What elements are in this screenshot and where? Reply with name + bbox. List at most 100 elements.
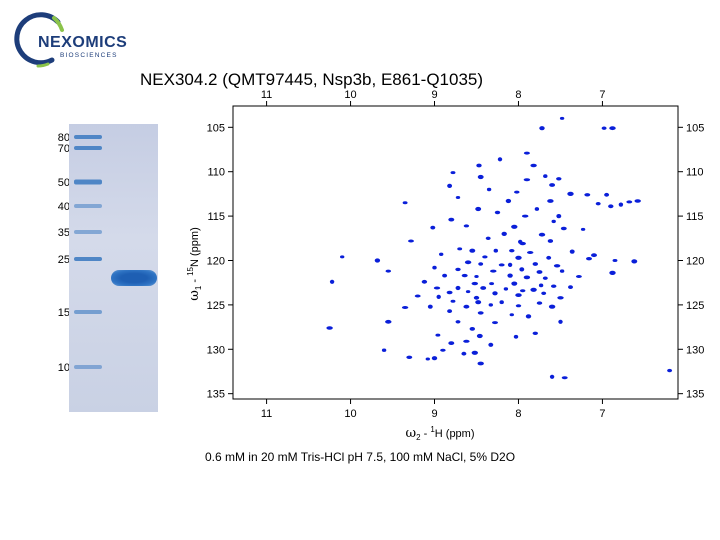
hsqc-peak [475, 206, 482, 212]
hsqc-peak [447, 183, 453, 188]
hsqc-peak [455, 285, 461, 291]
hsqc-peak [469, 248, 476, 253]
logo-brand-text: NEXOMICS [38, 34, 128, 51]
hsqc-peak [448, 217, 455, 222]
hsqc-peak [549, 374, 555, 379]
x-tick-label-top: 9 [431, 89, 437, 101]
y-tick-label-right: 115 [686, 211, 704, 223]
hsqc-peak [553, 264, 561, 268]
hsqc-peak [471, 281, 478, 286]
hsqc-peak [525, 314, 532, 319]
y-tick-label-left: 125 [207, 300, 225, 312]
x-tick-label-bottom: 10 [344, 408, 356, 420]
axis-ticks [228, 101, 683, 404]
hsqc-peak [556, 177, 562, 181]
hsqc-peak [432, 265, 437, 270]
y-tick-label-right: 105 [686, 122, 704, 134]
hsqc-peak [509, 249, 515, 253]
hsqc-peak [575, 275, 582, 278]
plot-frame [232, 105, 679, 400]
hsqc-peak [549, 183, 556, 187]
hsqc-peak [523, 275, 531, 280]
ladder-band [74, 179, 102, 185]
hsqc-peak [498, 263, 505, 267]
hsqc-peak [546, 255, 552, 260]
hsqc-peak [430, 225, 436, 230]
hsqc-peak [461, 273, 468, 278]
mw-label: 40 [57, 201, 70, 213]
hsqc-peak [465, 290, 471, 294]
hsqc-peak [480, 286, 487, 290]
ladder-band [74, 135, 102, 139]
hsqc-peak [536, 270, 543, 274]
mw-label: 10 [57, 362, 70, 374]
hsqc-peak [532, 331, 538, 335]
hsqc-peak [523, 178, 531, 182]
hsqc-peak [401, 306, 409, 309]
hsqc-peak [461, 351, 467, 356]
mw-label: 70 [57, 143, 70, 155]
hsqc-peak [551, 219, 556, 224]
hsqc-peak [463, 224, 470, 228]
sample-conditions-caption: 0.6 mM in 20 mM Tris-HCl pH 7.5, 100 mM … [204, 450, 516, 464]
hsqc-peak [634, 199, 641, 203]
hsqc-peak [515, 304, 522, 308]
sds-page-gel [69, 124, 158, 412]
hsqc-peak [408, 239, 414, 243]
x-tick-label-bottom: 11 [261, 408, 272, 420]
hsqc-peak [490, 269, 497, 273]
hsqc-peak [559, 116, 565, 120]
mw-label: 35 [57, 227, 70, 239]
hsqc-peak [329, 279, 335, 284]
hsqc-peak [547, 199, 554, 203]
hsqc-peak [385, 269, 391, 273]
hsqc-peak [539, 126, 545, 131]
hsqc-peak [608, 204, 614, 209]
hsqc-peak [543, 174, 548, 178]
y-tick-label-right: 125 [686, 300, 704, 312]
hsqc-peak [547, 239, 554, 243]
hsqc-peak [455, 267, 461, 272]
hsqc-peak [464, 260, 472, 265]
hsqc-peak [527, 251, 534, 254]
hsqc-peak [609, 270, 616, 275]
hsqc-peak [538, 283, 544, 288]
x-tick-label-top: 11 [261, 89, 272, 101]
logo-sub-text: BIOSCIENCES [60, 52, 118, 59]
hsqc-peak [604, 192, 610, 197]
hsqc-peak [476, 333, 483, 339]
x-tick-label-top: 7 [599, 89, 605, 101]
hsqc-peak [568, 285, 573, 289]
ladder-band [74, 310, 102, 314]
hsqc-peak [492, 321, 498, 325]
ladder-band [74, 365, 102, 369]
x-tick-label-top: 10 [344, 89, 356, 101]
hsqc-peak [421, 279, 428, 284]
hsqc-peak [431, 356, 438, 361]
hsqc-peak [406, 355, 413, 359]
hsqc-peak [541, 291, 547, 295]
hsqc-peak [536, 301, 543, 305]
mw-label: 25 [57, 254, 70, 266]
hsqc-peak [609, 126, 616, 131]
hsqc-peak [477, 311, 484, 315]
hsqc-peak [612, 259, 618, 262]
hsqc-peak [492, 291, 498, 296]
hsqc-peak [494, 210, 501, 215]
hsqc-peak [507, 273, 513, 278]
hsqc-peak [515, 293, 522, 297]
hsqc-peak [425, 357, 430, 361]
hsqc-peak [548, 304, 556, 309]
ladder-band [74, 146, 102, 150]
x-tick-label-bottom: 7 [599, 408, 605, 420]
logo-swirl-icon [14, 12, 64, 68]
y-tick-label-left: 120 [207, 255, 225, 267]
hsqc-peak [450, 299, 456, 303]
hsqc-peak [507, 262, 513, 267]
y-tick-label-left: 115 [207, 211, 225, 223]
hsqc-peak [532, 262, 538, 266]
hsqc-peak [374, 258, 381, 263]
hsqc-peak [381, 348, 387, 352]
gel-mw-labels: 80 70 50 40 35 25 15 10 [36, 125, 70, 415]
x-tick-label-bottom: 8 [515, 408, 521, 420]
